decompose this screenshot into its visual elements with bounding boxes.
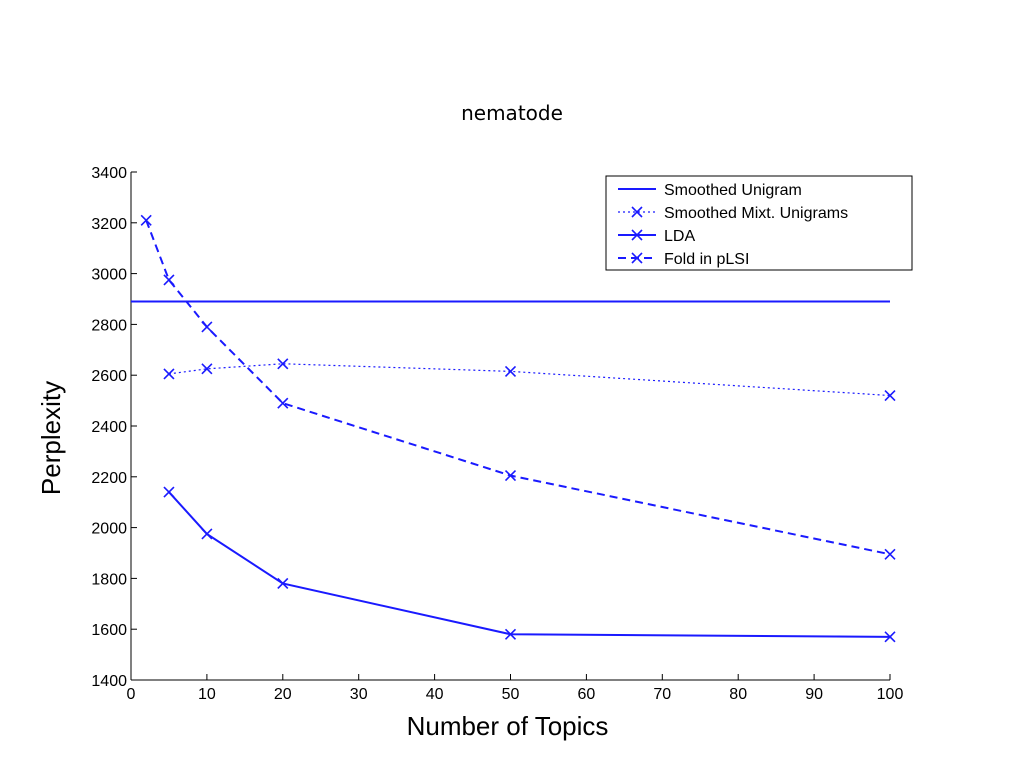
slide-title: nematode (461, 101, 563, 125)
x-tick-label: 50 (502, 686, 520, 703)
series-line-lda (168, 491, 891, 638)
legend-box (605, 175, 913, 271)
legend-marker-smoothed-mixt-unigrams (631, 206, 643, 218)
data-point-smoothed-mixt-unigrams (163, 368, 175, 380)
legend-label-fold-in-plsi: Fold in pLSI (664, 251, 749, 268)
legend-label-lda: LDA (664, 228, 695, 245)
y-tick-label: 2400 (91, 419, 127, 436)
x-tick-label: 70 (653, 686, 671, 703)
axis-ticks: 0 10 20 30 40 50 60 70 80 90 100 1400 1600 1800 2000 22… (91, 165, 903, 703)
y-tick-label: 1400 (91, 673, 127, 690)
x-tick-label: 10 (198, 686, 216, 703)
x-tick-label: 100 (877, 686, 904, 703)
y-tick-label: 1800 (91, 571, 127, 588)
data-point-smoothed-mixt-unigrams (277, 358, 289, 370)
y-tick-label: 3000 (91, 267, 127, 284)
data-point-fold-in-plsi (504, 469, 517, 482)
data-point-fold-in-plsi (163, 274, 175, 286)
y-tick-label: 3400 (91, 165, 127, 182)
data-point-lda (163, 486, 175, 498)
series-line-smoothed-mixt-unigrams (168, 363, 891, 397)
data-point-smoothed-mixt-unigrams (201, 363, 213, 375)
data-point-fold-in-plsi (884, 548, 896, 560)
y-tick-label: 2200 (91, 470, 127, 487)
y-tick-label: 2600 (91, 368, 127, 385)
y-axis-label: Perplexity (36, 381, 66, 495)
legend-marker-fold-in-plsi (631, 252, 643, 264)
data-point-fold-in-plsi (201, 321, 213, 333)
x-tick-label: 0 (127, 686, 136, 703)
y-tick-label: 1600 (91, 622, 127, 639)
x-tick-label: 80 (729, 686, 747, 703)
series-lines (131, 219, 891, 638)
x-tick-label: 60 (578, 686, 596, 703)
data-point-lda (884, 631, 896, 643)
data-point-lda (277, 577, 289, 590)
y-tick-label: 2800 (91, 317, 127, 334)
x-axis-label: Number of Topics (407, 711, 609, 741)
series-line-fold-in-plsi (145, 219, 891, 556)
legend: Smoothed Unigram Smoothed Mixt. Unigrams L… (605, 175, 913, 271)
legend-marker-lda (631, 229, 643, 241)
x-tick-label: 30 (350, 686, 368, 703)
data-point-lda (201, 528, 213, 540)
x-tick-label: 90 (805, 686, 823, 703)
legend-label-smoothed-unigram: Smoothed Unigram (664, 182, 802, 199)
series-markers (140, 214, 896, 643)
data-point-smoothed-mixt-unigrams (884, 389, 896, 402)
x-tick-label: 40 (426, 686, 444, 703)
data-point-fold-in-plsi (277, 397, 289, 409)
data-point-fold-in-plsi (140, 214, 152, 226)
y-tick-label: 3200 (91, 216, 127, 233)
legend-label-smoothed-mixt-unigrams: Smoothed Mixt. Unigrams (664, 205, 848, 222)
data-point-lda (504, 628, 517, 640)
x-tick-label: 20 (274, 686, 292, 703)
y-tick-label: 2000 (91, 521, 127, 538)
data-point-smoothed-mixt-unigrams (504, 365, 517, 377)
